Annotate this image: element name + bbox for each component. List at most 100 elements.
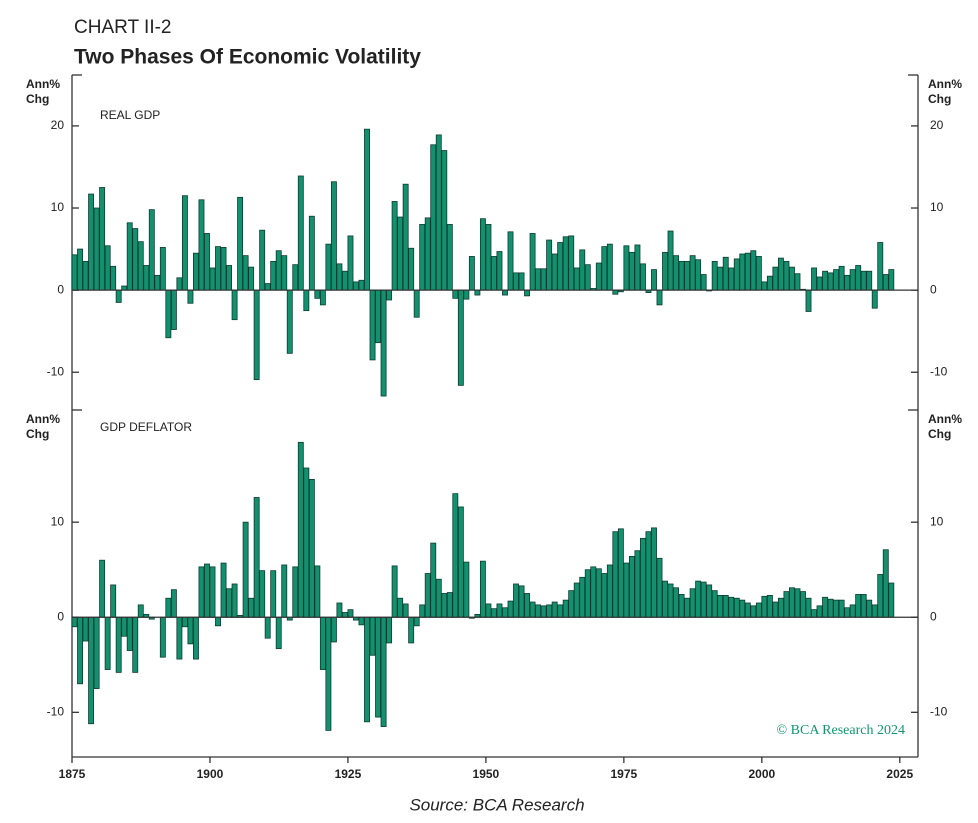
- bar: [491, 256, 497, 291]
- bar: [640, 537, 646, 618]
- bar: [303, 289, 310, 312]
- bar: [441, 593, 448, 618]
- bar: [446, 592, 453, 618]
- bar: [766, 275, 773, 291]
- bar: [502, 289, 508, 296]
- bar: [507, 600, 514, 618]
- bar: [126, 222, 133, 291]
- bar: [750, 605, 757, 618]
- bar: [380, 289, 387, 397]
- bar: [744, 602, 751, 618]
- bar: [375, 289, 381, 344]
- bar: [308, 215, 315, 291]
- bar: [181, 616, 188, 628]
- bar: [755, 256, 762, 291]
- x-tick-label: 1975: [611, 767, 638, 781]
- bar: [722, 256, 729, 291]
- bar: [579, 249, 586, 291]
- y-tick-label: 0: [57, 609, 64, 623]
- bar: [115, 616, 122, 673]
- bar: [430, 542, 437, 618]
- bar: [634, 550, 641, 618]
- bar: [165, 597, 172, 618]
- bar: [535, 268, 542, 291]
- bar: [882, 549, 889, 618]
- bar: [827, 272, 834, 291]
- bar: [739, 253, 746, 291]
- panel-label: REAL GDP: [100, 108, 160, 122]
- bar: [667, 583, 674, 618]
- bar: [844, 607, 851, 618]
- bar: [628, 556, 635, 618]
- bar: [452, 289, 459, 299]
- bar: [165, 289, 172, 339]
- bar: [546, 239, 553, 291]
- bar: [457, 289, 464, 386]
- bar: [651, 527, 657, 618]
- bar: [777, 257, 784, 291]
- bar: [794, 588, 801, 618]
- y-tick-label: 0: [57, 282, 64, 296]
- bar: [220, 562, 227, 618]
- y-axis-label: Ann%: [928, 77, 962, 91]
- y-tick-label: 10: [51, 514, 65, 528]
- bar: [253, 497, 260, 618]
- bar: [408, 616, 415, 644]
- bar: [601, 573, 608, 618]
- bar: [871, 289, 878, 309]
- bar: [342, 270, 348, 291]
- bar: [706, 584, 713, 618]
- bar: [132, 228, 139, 291]
- bar: [77, 616, 83, 685]
- bar: [148, 209, 155, 291]
- bar: [640, 263, 646, 291]
- bar: [391, 565, 398, 618]
- bar: [524, 593, 531, 618]
- bar: [137, 241, 144, 291]
- bar: [397, 597, 404, 618]
- bar: [849, 604, 856, 618]
- bar: [314, 289, 321, 299]
- bar: [170, 589, 177, 618]
- bar: [595, 262, 602, 291]
- bar: [137, 604, 144, 618]
- bar: [628, 251, 635, 291]
- bar: [132, 616, 139, 673]
- bar: [557, 604, 564, 618]
- chart-title: Two Phases Of Economic Volatility: [74, 46, 421, 69]
- bar: [573, 267, 580, 291]
- y-tick-label: 10: [930, 200, 944, 214]
- bar: [336, 602, 343, 618]
- y-axis-label: Chg: [928, 427, 951, 441]
- bar: [645, 531, 652, 618]
- panel-label: GDP DEFLATOR: [100, 420, 192, 434]
- bar: [319, 616, 326, 670]
- bar: [772, 266, 779, 291]
- bar: [88, 193, 95, 291]
- bar: [722, 594, 729, 618]
- bar: [656, 289, 663, 306]
- bar: [93, 616, 100, 689]
- bar: [783, 591, 790, 618]
- x-tick-label: 1950: [473, 767, 500, 781]
- bar: [739, 599, 746, 618]
- bar: [463, 289, 470, 300]
- bar: [700, 581, 707, 618]
- x-tick-label: 2000: [748, 767, 775, 781]
- bar: [871, 604, 878, 618]
- bar: [292, 264, 299, 291]
- bar: [264, 616, 271, 639]
- bar: [358, 616, 365, 626]
- bar: [347, 235, 354, 291]
- bar: [513, 272, 519, 291]
- bar: [485, 224, 492, 291]
- bar: [888, 582, 895, 618]
- bar: [584, 569, 591, 618]
- bar: [242, 521, 249, 618]
- bar: [430, 144, 437, 291]
- bar: [104, 616, 111, 670]
- bar: [827, 598, 834, 618]
- x-tick-label: 1925: [335, 767, 362, 781]
- bar: [198, 199, 205, 291]
